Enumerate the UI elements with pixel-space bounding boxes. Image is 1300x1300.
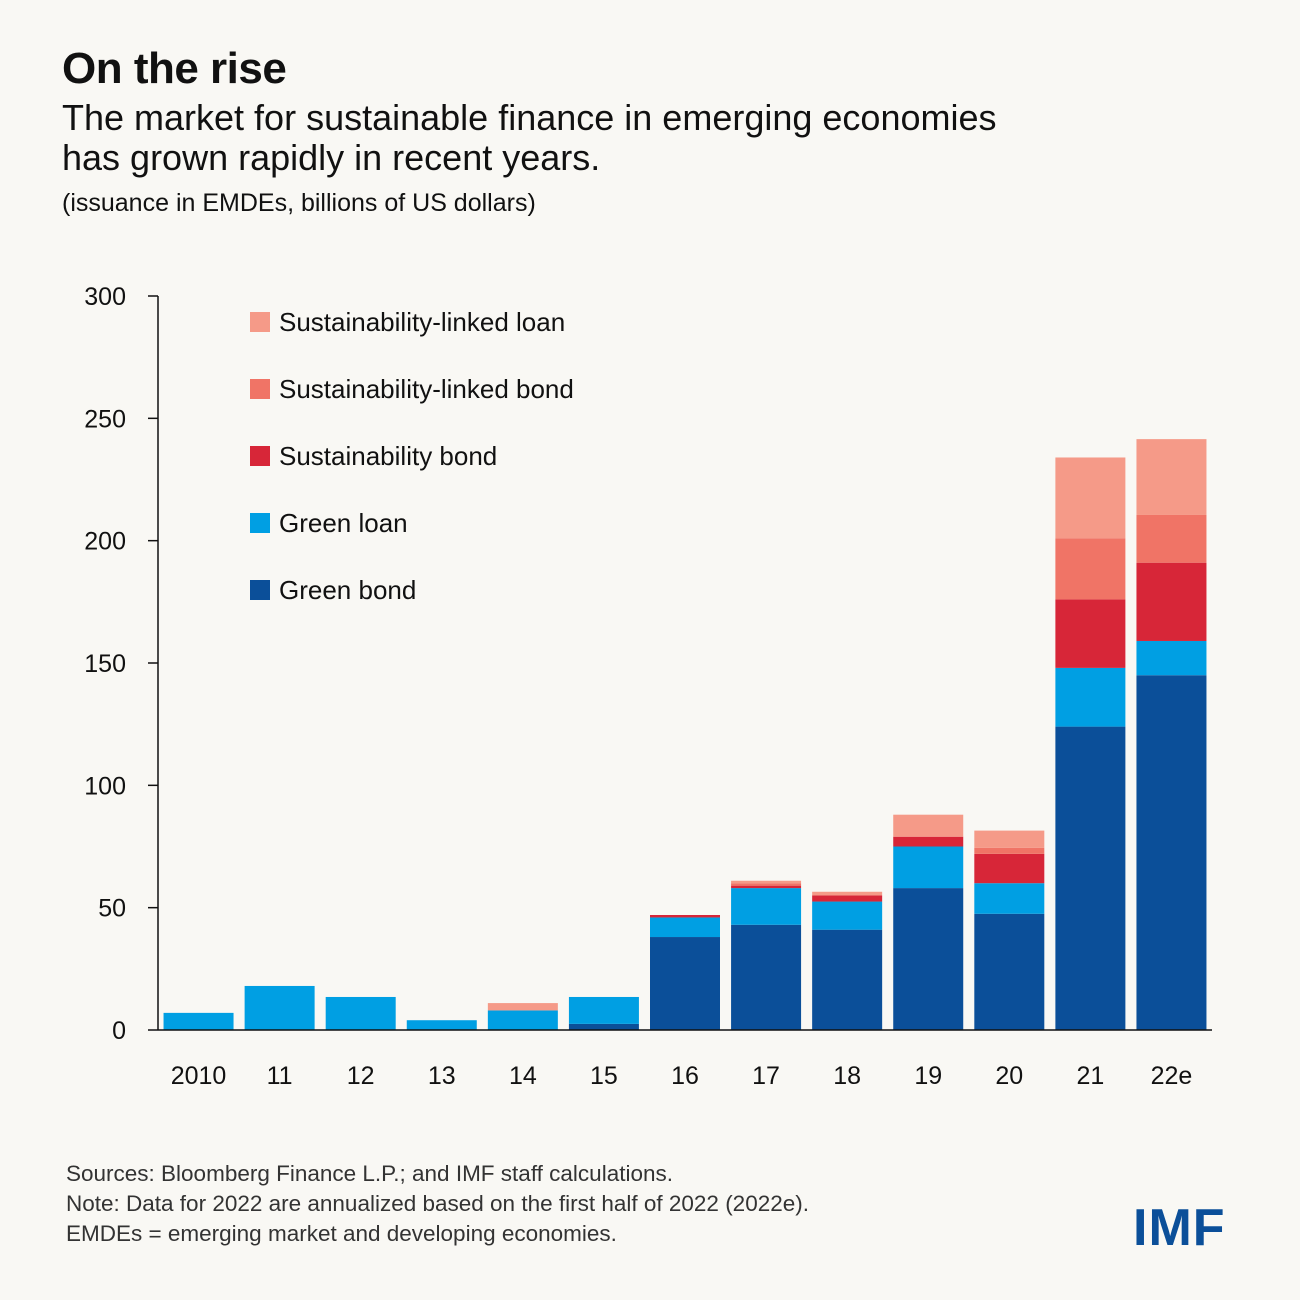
bar-segment-green-loan [163, 1012, 234, 1030]
bar-segment-sustainability-bond [1136, 562, 1207, 641]
bar-segment-green-bond [893, 888, 964, 1030]
x-tick-label: 21 [1076, 1062, 1104, 1090]
y-tick-label: 100 [84, 772, 126, 800]
x-tick-label: 17 [752, 1062, 780, 1090]
bar-segment-green-bond [731, 924, 802, 1030]
bar-segment-green-loan [1136, 640, 1207, 676]
bar-segment-green-loan [244, 985, 315, 1030]
bar-segment-green-bond [1136, 675, 1207, 1030]
x-tick-label: 11 [267, 1062, 293, 1090]
bar-segment-green-loan [650, 917, 720, 938]
imf-logo: IMF [1133, 1199, 1226, 1257]
bar-segment-green-loan [974, 883, 1045, 914]
chart-subtitle: The market for sustainable finance in em… [62, 98, 1212, 178]
bar-segment-green-loan [487, 1010, 558, 1030]
y-tick-label: 250 [84, 405, 126, 433]
bar-segment-green-bond [650, 937, 720, 1030]
x-tick-label: 2010 [171, 1062, 227, 1090]
bar-segment-sustainability-bond [1055, 599, 1126, 668]
bar-segment-green-loan [893, 846, 964, 889]
abbreviation-note: EMDEs = emerging market and developing e… [66, 1221, 617, 1246]
legend-swatch [250, 580, 270, 600]
legend-swatch [250, 312, 270, 332]
bar-segment-sustainability-linked-loan [1055, 457, 1126, 539]
bar-segment-sustainability-linked-loan [974, 830, 1045, 848]
legend-label: Sustainability bond [279, 441, 497, 471]
legend-label: Sustainability-linked bond [279, 374, 574, 404]
bar-segment-sustainability-bond [974, 853, 1045, 884]
y-tick-label: 200 [84, 528, 126, 556]
subtitle-line-1: The market for sustainable finance in em… [62, 97, 997, 138]
bar-segment-green-loan [325, 996, 396, 1030]
bar-segment-sustainability-linked-loan [731, 880, 802, 884]
bar-segment-green-bond [974, 913, 1045, 1030]
bar-segment-sustainability-linked-loan [1136, 439, 1207, 515]
x-tick-label: 22e [1151, 1062, 1193, 1090]
bar-segment-sustainability-linked-loan [487, 1003, 558, 1011]
bar-segment-sustainability-linked-bond [731, 883, 802, 886]
y-tick-label: 50 [98, 895, 126, 923]
bar-segment-green-bond [812, 929, 883, 1030]
subtitle-line-2: has grown rapidly in recent years. [62, 137, 601, 178]
bar-segment-green-loan [406, 1020, 477, 1030]
legend-swatch [250, 446, 270, 466]
bar-segment-sustainability-bond [731, 885, 802, 889]
bar-segment-green-loan [731, 888, 802, 925]
x-tick-label: 16 [671, 1062, 699, 1090]
x-tick-label: 20 [995, 1062, 1023, 1090]
legend-label: Sustainability-linked loan [279, 307, 565, 337]
legend-label: Green loan [279, 508, 408, 538]
legend-swatch [250, 379, 270, 399]
y-tick-label: 300 [84, 283, 126, 311]
bar-segment-sustainability-bond [893, 836, 964, 847]
bar-segment-green-loan [568, 996, 639, 1024]
y-tick-label: 150 [84, 650, 126, 678]
bar-segment-green-bond [1055, 726, 1126, 1030]
bar-segment-sustainability-linked-bond [1136, 514, 1207, 563]
bar-segment-sustainability-bond [650, 915, 720, 918]
x-tick-label: 12 [347, 1062, 375, 1090]
footnotes: Sources: Bloomberg Finance L.P.; and IMF… [66, 1159, 809, 1249]
bar-segment-sustainability-linked-loan [812, 891, 883, 896]
legend-swatch [250, 513, 270, 533]
bar-segment-sustainability-bond [812, 895, 883, 902]
bar-segment-sustainability-linked-bond [974, 847, 1045, 854]
x-tick-label: 13 [428, 1062, 456, 1090]
x-tick-label: 15 [590, 1062, 618, 1090]
bar-segment-sustainability-linked-bond [1055, 538, 1126, 600]
bar-segment-sustainability-linked-loan [893, 814, 964, 837]
bar-segment-green-loan [812, 901, 883, 930]
x-tick-label: 18 [833, 1062, 861, 1090]
units-label: (issuance in EMDEs, billions of US dolla… [62, 189, 536, 217]
y-tick-label: 0 [112, 1017, 126, 1045]
bar-segment-green-loan [1055, 667, 1126, 727]
x-tick-label: 14 [509, 1062, 537, 1090]
legend-label: Green bond [279, 575, 416, 605]
bar-segment-green-bond [568, 1023, 639, 1030]
annualized-note: Note: Data for 2022 are annualized based… [66, 1191, 809, 1216]
chart-title: On the rise [62, 44, 287, 93]
x-tick-label: 19 [914, 1062, 942, 1090]
sources-note: Sources: Bloomberg Finance L.P.; and IMF… [66, 1161, 673, 1186]
